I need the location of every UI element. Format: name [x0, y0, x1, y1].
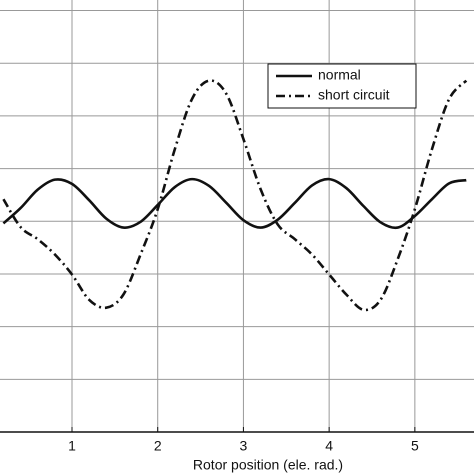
x-axis-label: Rotor position (ele. rad.) [193, 457, 343, 473]
x-tick-label: 5 [411, 438, 419, 454]
legend-label: normal [318, 67, 361, 83]
x-tick-label: 4 [325, 438, 333, 454]
line-series [2, 79, 468, 312]
legend-box [267, 63, 417, 109]
x-tick-label: 3 [240, 438, 248, 454]
legend-label: short circuit [318, 87, 390, 103]
x-tick-label: 1 [68, 438, 76, 454]
x-tick-label: 2 [154, 438, 162, 454]
line-series [2, 177, 467, 230]
legend: normal short circuit [267, 63, 417, 109]
